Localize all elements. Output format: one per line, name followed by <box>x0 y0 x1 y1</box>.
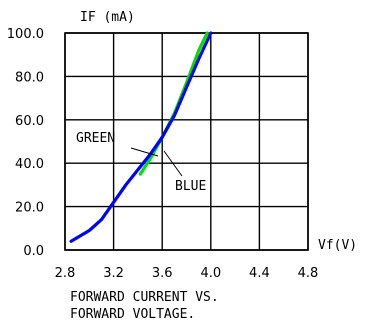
caption-line-1: FORWARD CURRENT VS. <box>70 290 219 305</box>
series-line-blue <box>69 31 213 243</box>
y-tick-label: 0.0 <box>23 244 44 259</box>
y-tick-label: 40.0 <box>15 157 44 172</box>
x-tick-label: 4.4 <box>249 266 270 281</box>
x-axis-label: Vf(V) <box>318 238 357 253</box>
series-label-blue: BLUE <box>175 179 206 194</box>
x-tick-label: 4.0 <box>200 266 221 281</box>
x-tick-label: 2.8 <box>55 266 76 281</box>
series-leader-blue <box>163 150 183 177</box>
caption-line-2: FORWARD VOLTAGE. <box>70 307 195 322</box>
x-tick-label: 3.2 <box>103 266 124 281</box>
y-tick-label: 20.0 <box>15 201 44 216</box>
series-layer <box>69 31 213 243</box>
plot-frame <box>64 32 309 251</box>
tick-labels: 2.8 3.2 3.6 4.0 4.4 4.8 0.0 20.0 40.0 60.0 80.0 100… <box>7 27 319 281</box>
y-axis-label: IF (mA) <box>80 10 135 25</box>
series-leader-green <box>130 147 159 157</box>
y-tick-label: 60.0 <box>15 114 44 129</box>
y-tick-label: 80.0 <box>15 70 44 85</box>
grid <box>64 32 309 251</box>
x-tick-label: 4.8 <box>298 266 319 281</box>
y-tick-label: 100.0 <box>7 27 44 42</box>
series-label-green: GREEN <box>76 131 115 146</box>
x-tick-label: 3.6 <box>152 266 173 281</box>
